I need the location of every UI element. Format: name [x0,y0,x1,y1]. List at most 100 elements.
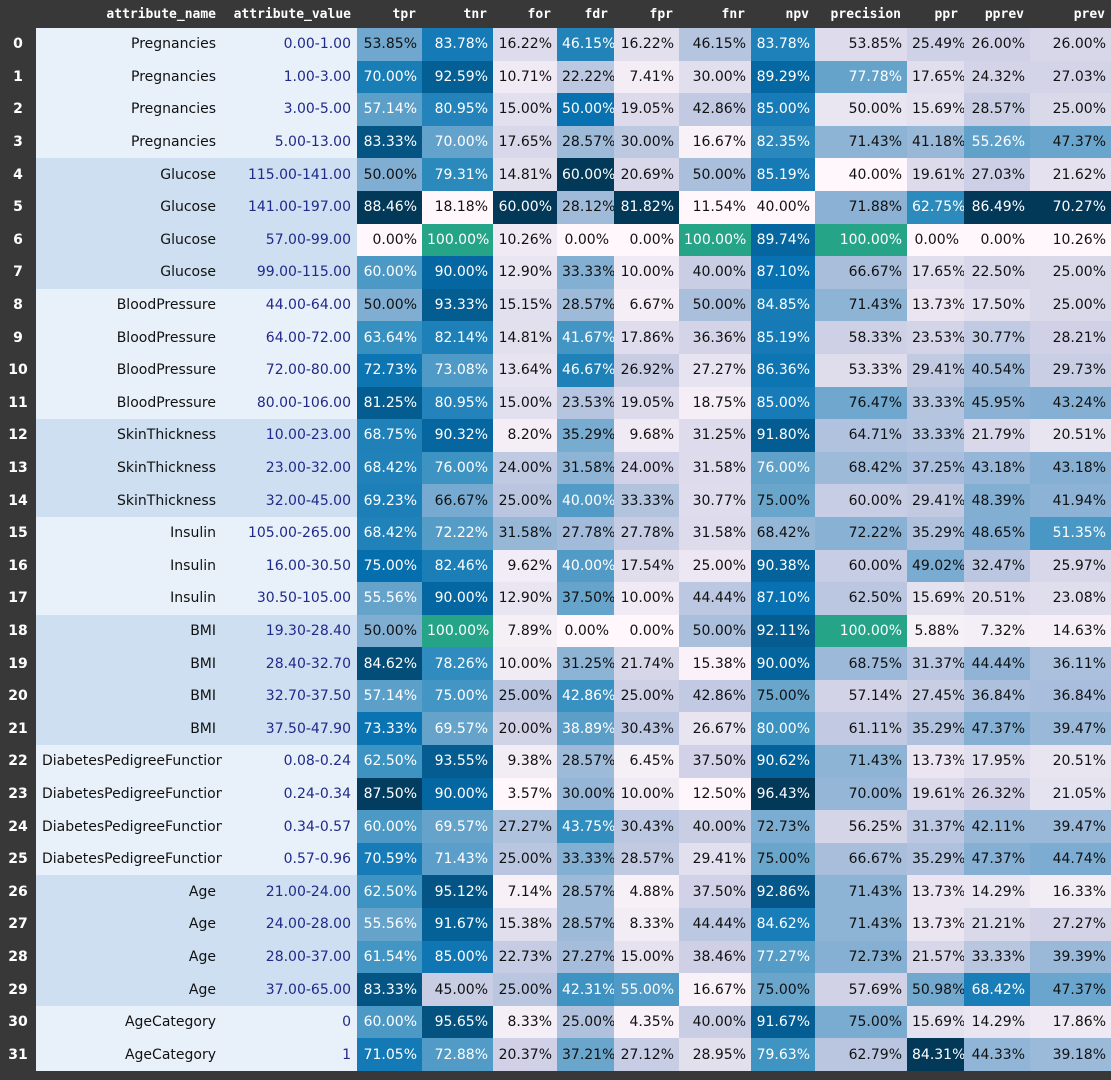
metric-cell-precision: 70.00% [815,777,907,811]
metric-cell-precision: 66.67% [815,256,907,289]
metric-cell-tnr: 90.00% [422,777,493,811]
column-header-pprev[interactable]: pprev [964,0,1030,28]
row-index: 23 [0,777,36,811]
metric-cell-ppr: 33.33% [907,419,964,452]
metric-cell-tpr: 73.33% [357,712,422,746]
metric-cell-tpr: 62.50% [357,875,422,909]
column-header-fpr[interactable]: fpr [614,0,679,28]
metric-cell-pprev: 27.03% [964,158,1030,191]
column-header-tnr[interactable]: tnr [422,0,493,28]
metric-cell-precision: 53.33% [815,353,907,387]
metric-cell-fnr: 40.00% [679,810,751,843]
column-header-fdr[interactable]: fdr [557,0,614,28]
metric-cell-ppr: 31.37% [907,647,964,680]
attribute-value-cell: 19.30-28.40 [222,614,357,648]
metric-cell-fnr: 36.36% [679,321,751,354]
metric-cell-tpr: 63.64% [357,321,422,354]
metric-cell-ppr: 27.45% [907,679,964,713]
metric-cell-for: 14.81% [493,321,557,354]
table-row: 14 SkinThickness 32.00-45.00 69.23% 66.67% 25… [0,484,1111,517]
metric-cell-fdr: 27.78% [557,516,614,550]
attribute-name-cell: Glucose [36,223,222,257]
column-header-tpr[interactable]: tpr [357,0,422,28]
metric-cell-tnr: 78.26% [422,647,493,680]
attribute-value-cell: 37.50-47.90 [222,712,357,746]
attribute-value-cell: 21.00-24.00 [222,875,357,909]
metric-cell-fdr: 50.00% [557,93,614,126]
metric-cell-fpr: 25.00% [614,679,679,713]
metric-cell-for: 15.38% [493,908,557,941]
table-row: 30 AgeCategory 0 60.00% 95.65% 8.33% 25.00% 4.3… [0,1005,1111,1039]
column-header-precision[interactable]: precision [815,0,907,28]
metric-cell-pprev: 26.32% [964,777,1030,811]
column-header-fnr[interactable]: fnr [679,0,751,28]
metric-cell-tpr: 87.50% [357,777,422,811]
attribute-value-cell: 28.40-32.70 [222,647,357,680]
table-row: 26 Age 21.00-24.00 62.50% 95.12% 7.14% 28.57% 4… [0,875,1111,909]
row-index: 14 [0,484,36,517]
metric-cell-for: 8.33% [493,1005,557,1039]
column-header-attribute-value[interactable]: attribute_value [222,0,357,28]
metric-cell-fpr: 21.74% [614,647,679,680]
metric-cell-for: 17.65% [493,125,557,159]
metric-cell-ppr: 37.25% [907,451,964,485]
metric-cell-for: 12.90% [493,256,557,289]
metric-cell-tpr: 57.14% [357,93,422,126]
metric-cell-npv: 85.00% [751,386,815,420]
metric-cell-ppr: 35.29% [907,516,964,550]
attribute-name-cell: SkinThickness [36,451,222,485]
attribute-value-cell: 99.00-115.00 [222,256,357,289]
metric-cell-for: 22.73% [493,940,557,974]
column-header-prev[interactable]: prev [1030,0,1111,28]
metric-cell-npv: 87.10% [751,582,815,615]
table-header: attribute_name attribute_value tpr tnr for fd… [0,0,1111,28]
column-header-ppr[interactable]: ppr [907,0,964,28]
metric-cell-pprev: 42.11% [964,810,1030,843]
table-row: 11 BloodPressure 80.00-106.00 81.25% 80.95% 1… [0,386,1111,420]
metric-cell-tnr: 69.57% [422,810,493,843]
metric-cell-tnr: 45.00% [422,973,493,1006]
metric-cell-ppr: 41.18% [907,125,964,159]
metric-cell-prev: 25.97% [1030,549,1111,583]
metric-cell-fdr: 40.00% [557,549,614,583]
row-index: 4 [0,158,36,191]
metric-cell-npv: 92.86% [751,875,815,909]
table-row: 10 BloodPressure 72.00-80.00 72.73% 73.08% 13… [0,353,1111,387]
attribute-name-cell: BMI [36,647,222,680]
metric-cell-ppr: 50.98% [907,973,964,1006]
table-row: 8 BloodPressure 44.00-64.00 50.00% 93.33% 15.… [0,288,1111,322]
column-header-for[interactable]: for [493,0,557,28]
metric-cell-fnr: 40.00% [679,1005,751,1039]
metric-cell-tnr: 100.00% [422,614,493,648]
attribute-value-cell: 0.08-0.24 [222,745,357,778]
column-header-npv[interactable]: npv [751,0,815,28]
metric-cell-tnr: 72.22% [422,516,493,550]
metric-cell-for: 31.58% [493,516,557,550]
attribute-value-cell: 28.00-37.00 [222,940,357,974]
attribute-name-cell: BloodPressure [36,353,222,387]
metric-cell-precision: 50.00% [815,93,907,126]
metric-cell-precision: 71.43% [815,125,907,159]
metric-cell-fdr: 22.22% [557,60,614,94]
metric-cell-ppr: 31.37% [907,810,964,843]
metric-cell-prev: 39.18% [1030,1038,1111,1071]
metric-cell-prev: 70.27% [1030,190,1111,224]
row-index: 26 [0,875,36,909]
metric-cell-fpr: 26.92% [614,353,679,387]
table-row: 25 DiabetesPedigreeFunction 0.57-0.96 70.59… [0,842,1111,876]
attribute-name-cell: BloodPressure [36,288,222,322]
metric-cell-ppr: 13.73% [907,908,964,941]
metric-cell-prev: 26.00% [1030,28,1111,61]
metric-cell-tpr: 75.00% [357,549,422,583]
metric-cell-tnr: 70.00% [422,125,493,159]
metric-cell-fdr: 40.00% [557,484,614,517]
metric-cell-prev: 21.62% [1030,158,1111,191]
metric-cell-fpr: 0.00% [614,614,679,648]
metric-cell-npv: 89.74% [751,223,815,257]
metric-cell-pprev: 20.51% [964,582,1030,615]
column-header-attribute-name[interactable]: attribute_name [36,0,222,28]
attribute-value-cell: 32.70-37.50 [222,679,357,713]
metric-cell-tpr: 83.33% [357,973,422,1006]
metric-cell-prev: 28.21% [1030,321,1111,354]
metric-cell-precision: 71.43% [815,288,907,322]
